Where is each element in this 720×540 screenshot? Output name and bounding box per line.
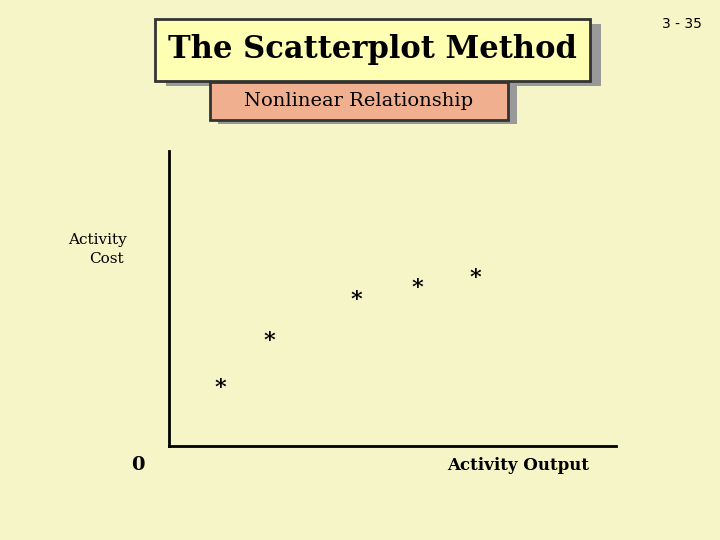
FancyBboxPatch shape xyxy=(166,24,601,86)
Text: *: * xyxy=(215,377,226,399)
FancyBboxPatch shape xyxy=(210,82,508,120)
Text: Activity: Activity xyxy=(68,233,127,247)
Text: *: * xyxy=(264,330,276,352)
Text: *: * xyxy=(351,289,363,311)
Text: Cost: Cost xyxy=(89,252,124,266)
Text: *: * xyxy=(469,267,481,289)
Text: The Scatterplot Method: The Scatterplot Method xyxy=(168,34,577,65)
Text: *: * xyxy=(411,277,423,299)
FancyBboxPatch shape xyxy=(218,86,517,124)
Text: 3 - 35: 3 - 35 xyxy=(662,17,702,31)
Text: Activity Output: Activity Output xyxy=(447,457,590,474)
Text: 0: 0 xyxy=(132,456,145,475)
FancyBboxPatch shape xyxy=(155,19,590,81)
Text: Nonlinear Relationship: Nonlinear Relationship xyxy=(244,92,473,110)
